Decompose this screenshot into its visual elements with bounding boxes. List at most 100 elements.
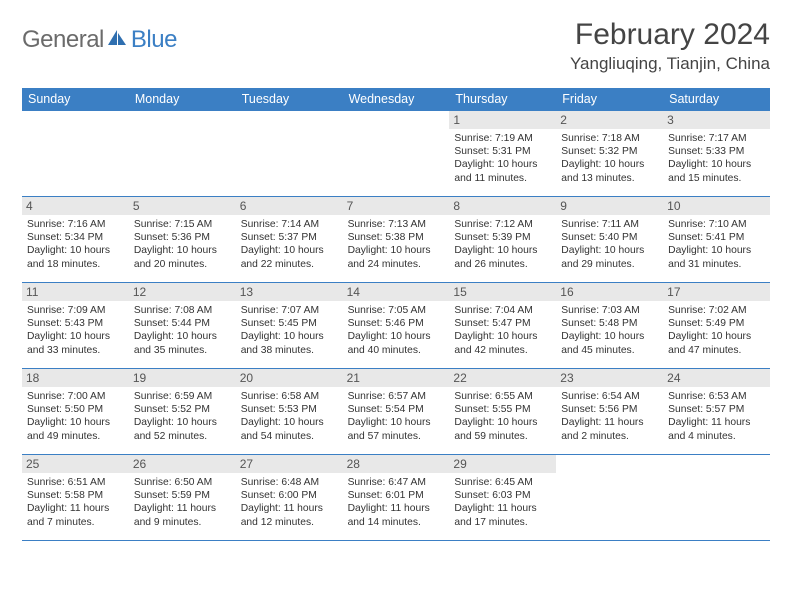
weekday-sunday: Sunday: [22, 88, 129, 111]
calendar-cell: 25 Sunrise: 6:51 AMSunset: 5:58 PMDayligh…: [22, 455, 129, 541]
calendar-cell: 3 Sunrise: 7:17 AMSunset: 5:33 PMDaylight…: [663, 111, 770, 197]
day-number: 13: [236, 283, 343, 301]
calendar-cell: 20 Sunrise: 6:58 AMSunset: 5:53 PMDayligh…: [236, 369, 343, 455]
day-info: Sunrise: 6:58 AMSunset: 5:53 PMDaylight:…: [241, 390, 338, 443]
day-info: Sunrise: 6:57 AMSunset: 5:54 PMDaylight:…: [348, 390, 445, 443]
day-info: Sunrise: 6:45 AMSunset: 6:03 PMDaylight:…: [454, 476, 551, 529]
day-number: 22: [449, 369, 556, 387]
calendar-cell: 12 Sunrise: 7:08 AMSunset: 5:44 PMDayligh…: [129, 283, 236, 369]
calendar-cell: 11 Sunrise: 7:09 AMSunset: 5:43 PMDayligh…: [22, 283, 129, 369]
calendar-cell: 19Sunrise: 6:59 AMSunset: 5:52 PMDayligh…: [129, 369, 236, 455]
logo: General Blue: [22, 26, 177, 54]
calendar-cell: 26 Sunrise: 6:50 AMSunset: 5:59 PMDayligh…: [129, 455, 236, 541]
day-info: Sunrise: 7:13 AMSunset: 5:38 PMDaylight:…: [348, 218, 445, 271]
calendar-cell: 7Sunrise: 7:13 AMSunset: 5:38 PMDaylight…: [343, 197, 450, 283]
day-info: Sunrise: 7:04 AMSunset: 5:47 PMDaylight:…: [454, 304, 551, 357]
day-number: 3: [663, 111, 770, 129]
weekday-saturday: Saturday: [663, 88, 770, 111]
title-block: February 2024 Yangliuqing, Tianjin, Chin…: [570, 18, 770, 74]
day-number: 11: [22, 283, 129, 301]
day-number: 2: [556, 111, 663, 129]
page-title: February 2024: [570, 18, 770, 52]
calendar-cell: 28 Sunrise: 6:47 AMSunset: 6:01 PMDayligh…: [343, 455, 450, 541]
day-number: 18: [22, 369, 129, 387]
logo-word-blue: Blue: [131, 26, 177, 54]
calendar-cell: 15 Sunrise: 7:04 AMSunset: 5:47 PMDayligh…: [449, 283, 556, 369]
day-number: 19: [129, 369, 236, 387]
day-info: Sunrise: 6:55 AMSunset: 5:55 PMDaylight:…: [454, 390, 551, 443]
day-info: Sunrise: 7:14 AMSunset: 5:37 PMDaylight:…: [241, 218, 338, 271]
calendar-cell: 9Sunrise: 7:11 AMSunset: 5:40 PMDaylight…: [556, 197, 663, 283]
day-number: 4: [22, 197, 129, 215]
day-info: Sunrise: 6:53 AMSunset: 5:57 PMDaylight:…: [668, 390, 765, 443]
weekday-wednesday: Wednesday: [343, 88, 450, 111]
day-number: 14: [343, 283, 450, 301]
day-info: Sunrise: 7:12 AMSunset: 5:39 PMDaylight:…: [454, 218, 551, 271]
day-info: Sunrise: 6:50 AMSunset: 5:59 PMDaylight:…: [134, 476, 231, 529]
day-info: Sunrise: 7:19 AMSunset: 5:31 PMDaylight:…: [454, 132, 551, 185]
calendar-cell: 8 Sunrise: 7:12 AMSunset: 5:39 PMDaylight…: [449, 197, 556, 283]
calendar-cell: 1 Sunrise: 7:19 AMSunset: 5:31 PMDaylight…: [449, 111, 556, 197]
calendar-body: 1 Sunrise: 7:19 AMSunset: 5:31 PMDaylight…: [22, 111, 770, 541]
weekday-tuesday: Tuesday: [236, 88, 343, 111]
calendar-cell: 22 Sunrise: 6:55 AMSunset: 5:55 PMDayligh…: [449, 369, 556, 455]
calendar-cell-empty: [236, 111, 343, 197]
day-number: 5: [129, 197, 236, 215]
weekday-thursday: Thursday: [449, 88, 556, 111]
calendar-cell-empty: [663, 455, 770, 541]
day-number: 28: [343, 455, 450, 473]
location-subtitle: Yangliuqing, Tianjin, China: [570, 54, 770, 74]
day-info: Sunrise: 7:15 AMSunset: 5:36 PMDaylight:…: [134, 218, 231, 271]
day-number: 25: [22, 455, 129, 473]
day-info: Sunrise: 7:02 AMSunset: 5:49 PMDaylight:…: [668, 304, 765, 357]
day-number: 16: [556, 283, 663, 301]
calendar-weekday-header: Sunday Monday Tuesday Wednesday Thursday…: [22, 88, 770, 111]
day-info: Sunrise: 7:10 AMSunset: 5:41 PMDaylight:…: [668, 218, 765, 271]
day-number: 17: [663, 283, 770, 301]
calendar: Sunday Monday Tuesday Wednesday Thursday…: [22, 88, 770, 541]
calendar-cell: 18 Sunrise: 7:00 AMSunset: 5:50 PMDayligh…: [22, 369, 129, 455]
calendar-cell: 5 Sunrise: 7:15 AMSunset: 5:36 PMDaylight…: [129, 197, 236, 283]
calendar-cell: 16Sunrise: 7:03 AMSunset: 5:48 PMDayligh…: [556, 283, 663, 369]
calendar-cell: 4Sunrise: 7:16 AMSunset: 5:34 PMDaylight…: [22, 197, 129, 283]
calendar-cell: 10 Sunrise: 7:10 AMSunset: 5:41 PMDayligh…: [663, 197, 770, 283]
weekday-friday: Friday: [556, 88, 663, 111]
calendar-cell: 2 Sunrise: 7:18 AMSunset: 5:32 PMDaylight…: [556, 111, 663, 197]
calendar-cell-empty: [22, 111, 129, 197]
day-info: Sunrise: 6:51 AMSunset: 5:58 PMDaylight:…: [27, 476, 124, 529]
day-number: 21: [343, 369, 450, 387]
day-number: 15: [449, 283, 556, 301]
day-number: 1: [449, 111, 556, 129]
header: General Blue February 2024 Yangliuqing, …: [22, 18, 770, 74]
calendar-page: General Blue February 2024 Yangliuqing, …: [0, 0, 792, 541]
day-number: 26: [129, 455, 236, 473]
day-number: 6: [236, 197, 343, 215]
day-info: Sunrise: 6:47 AMSunset: 6:01 PMDaylight:…: [348, 476, 445, 529]
calendar-cell-empty: [556, 455, 663, 541]
calendar-cell: 13 Sunrise: 7:07 AMSunset: 5:45 PMDayligh…: [236, 283, 343, 369]
calendar-cell: 14Sunrise: 7:05 AMSunset: 5:46 PMDayligh…: [343, 283, 450, 369]
logo-word-general: General: [22, 26, 104, 54]
calendar-cell: 17 Sunrise: 7:02 AMSunset: 5:49 PMDayligh…: [663, 283, 770, 369]
day-info: Sunrise: 7:09 AMSunset: 5:43 PMDaylight:…: [27, 304, 124, 357]
weekday-monday: Monday: [129, 88, 236, 111]
day-number: 10: [663, 197, 770, 215]
day-info: Sunrise: 7:00 AMSunset: 5:50 PMDaylight:…: [27, 390, 124, 443]
day-info: Sunrise: 7:17 AMSunset: 5:33 PMDaylight:…: [668, 132, 765, 185]
day-info: Sunrise: 7:08 AMSunset: 5:44 PMDaylight:…: [134, 304, 231, 357]
day-info: Sunrise: 6:54 AMSunset: 5:56 PMDaylight:…: [561, 390, 658, 443]
calendar-cell: 23Sunrise: 6:54 AMSunset: 5:56 PMDayligh…: [556, 369, 663, 455]
day-number: 29: [449, 455, 556, 473]
calendar-cell-empty: [343, 111, 450, 197]
day-info: Sunrise: 7:07 AMSunset: 5:45 PMDaylight:…: [241, 304, 338, 357]
sail-icon: [106, 28, 128, 53]
day-number: 20: [236, 369, 343, 387]
calendar-cell: 24 Sunrise: 6:53 AMSunset: 5:57 PMDayligh…: [663, 369, 770, 455]
day-number: 12: [129, 283, 236, 301]
day-info: Sunrise: 6:48 AMSunset: 6:00 PMDaylight:…: [241, 476, 338, 529]
day-info: Sunrise: 7:18 AMSunset: 5:32 PMDaylight:…: [561, 132, 658, 185]
day-number: 24: [663, 369, 770, 387]
calendar-cell: 27Sunrise: 6:48 AMSunset: 6:00 PMDayligh…: [236, 455, 343, 541]
day-number: 9: [556, 197, 663, 215]
day-number: 8: [449, 197, 556, 215]
